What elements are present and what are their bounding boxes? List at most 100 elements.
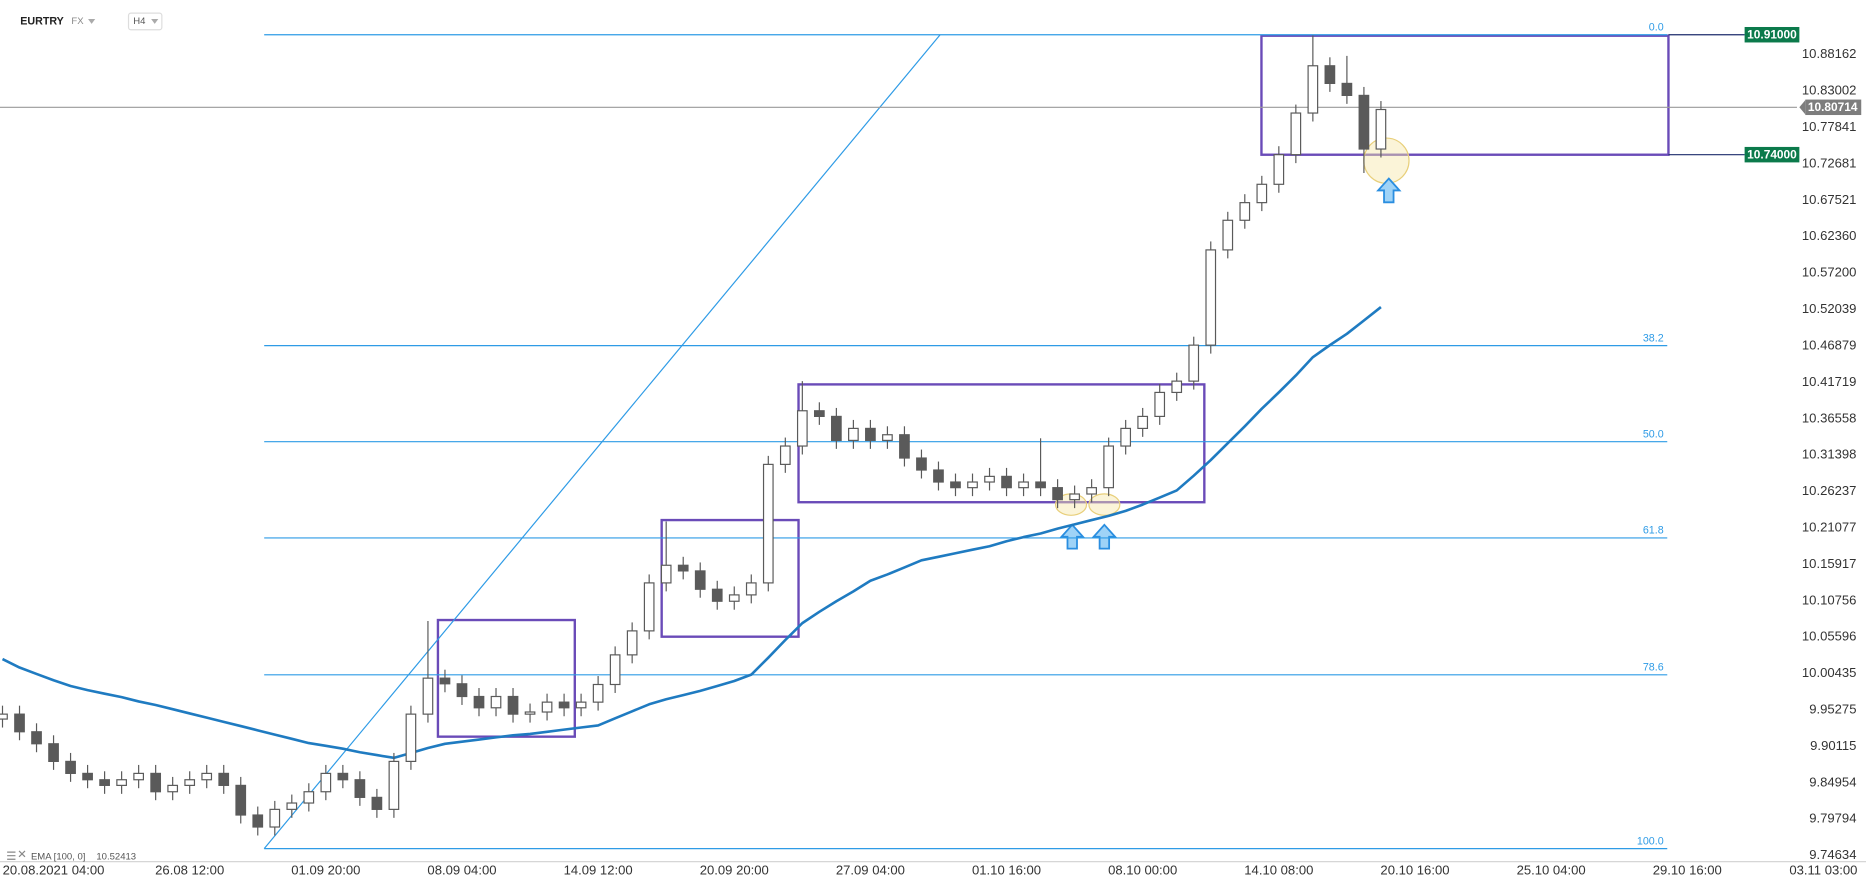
candle-body (1052, 487, 1063, 501)
interval[interactable]: H4 (133, 16, 146, 27)
candle-body (796, 410, 808, 447)
fib-label: 38.2 (1643, 332, 1664, 344)
dropdown-icon[interactable] (88, 19, 96, 24)
candle-body (1205, 249, 1217, 346)
candle-body (201, 772, 213, 781)
candle-body (490, 695, 502, 709)
candle-body (575, 701, 587, 709)
candle-body (184, 779, 196, 786)
x-tick-label: 20.09 20:00 (700, 863, 769, 878)
y-tick-label: 10.88162 (1802, 46, 1857, 61)
x-tick-label: 27.09 04:00 (836, 863, 905, 878)
highlight-circle (1363, 137, 1410, 184)
candle-body (1137, 415, 1149, 429)
y-tick-label: 9.74634 (1809, 847, 1856, 862)
y-tick-label: 10.52039 (1802, 301, 1857, 316)
price-tag (1805, 99, 1862, 116)
candle-body (1307, 65, 1319, 114)
candle-body (1239, 202, 1251, 221)
candle-body (252, 814, 264, 828)
x-tick-label: 20.10 16:00 (1380, 863, 1449, 878)
x-tick-label: 03.11 03:00 (1789, 863, 1857, 878)
candle-body (558, 701, 570, 709)
close-icon[interactable] (18, 850, 26, 858)
candle-body (371, 796, 383, 810)
candle-body (473, 695, 485, 709)
candle-body (99, 779, 110, 786)
x-tick-label: 26.08 12:00 (155, 863, 224, 878)
y-tick-label: 10.62360 (1802, 228, 1857, 243)
candle-body (150, 772, 162, 793)
market: FX (71, 16, 84, 27)
y-tick-label: 10.31398 (1802, 447, 1857, 462)
y-tick-label: 9.84954 (1809, 774, 1856, 789)
candle-body (286, 802, 298, 810)
x-tick-label: 01.10 16:00 (972, 863, 1041, 878)
candle-body (524, 711, 536, 715)
candle-body (626, 630, 638, 656)
menu-icon[interactable] (7, 851, 16, 860)
candle-body (422, 677, 434, 715)
highlights (1054, 137, 1410, 516)
candle-body (1290, 112, 1302, 156)
arrows (1059, 177, 1402, 550)
candle-body (388, 760, 400, 810)
interval-box[interactable] (127, 12, 163, 31)
x-tick-label: 14.10 08:00 (1244, 863, 1313, 878)
candle-body (439, 677, 451, 685)
candle-body (813, 410, 825, 418)
x-tick-label: 08.10 00:00 (1108, 863, 1177, 878)
candle-body (320, 772, 332, 793)
candle-body (1256, 183, 1268, 204)
candle-body (1103, 445, 1115, 489)
fib-label: 78.6 (1643, 662, 1664, 674)
y-tick-label: 10.41719 (1802, 374, 1857, 389)
ema-value: 10.52413 (96, 851, 136, 862)
candle-body (967, 481, 978, 489)
candle-body (711, 588, 723, 602)
candle-body (14, 713, 25, 733)
candle-body (82, 772, 93, 781)
x-tick-label: 25.10 04:00 (1517, 863, 1586, 878)
symbol[interactable]: EURTRY (20, 15, 64, 27)
candle-body (31, 731, 42, 745)
price-tag-label: 10.74000 (1747, 147, 1797, 161)
candle-body (933, 469, 944, 483)
candle-body (643, 582, 655, 632)
y-tick-label: 10.67521 (1802, 192, 1857, 207)
candle-body (677, 564, 689, 572)
candle-body (337, 772, 349, 781)
candle-body (745, 582, 757, 596)
candle-body (541, 701, 553, 713)
y-tick-label: 10.05596 (1802, 629, 1857, 644)
y-tick-label: 10.21077 (1802, 519, 1857, 534)
x-tick-label: 08.09 04:00 (427, 863, 496, 878)
candle-body (899, 434, 910, 459)
fib-label: 100.0 (1637, 835, 1664, 847)
candle-body (916, 457, 927, 471)
y-tick-label: 10.15917 (1802, 556, 1857, 571)
candle-body (882, 434, 893, 441)
y-tick-label: 9.90115 (1810, 738, 1856, 753)
candle-body (1035, 481, 1046, 489)
up-arrow (1376, 177, 1402, 204)
fib-label: 61.8 (1643, 525, 1664, 537)
candle-body (728, 594, 740, 602)
candle-body (354, 779, 366, 798)
x-tick-label: 14.09 12:00 (564, 863, 633, 878)
tag-pointer (1799, 100, 1806, 115)
candle-body (48, 743, 59, 762)
y-tick-label: 9.95275 (1809, 702, 1856, 717)
candle-body (1375, 108, 1387, 150)
candle-body (1018, 481, 1029, 489)
candle-body (1069, 493, 1080, 501)
dropdown-icon[interactable] (151, 19, 159, 24)
price-tag (1744, 146, 1800, 163)
candle-body (1001, 475, 1012, 489)
candle-body (167, 784, 179, 793)
candle-body (660, 564, 672, 584)
candle-body (694, 570, 706, 590)
candle-body (218, 772, 230, 786)
candle-body (65, 760, 76, 774)
